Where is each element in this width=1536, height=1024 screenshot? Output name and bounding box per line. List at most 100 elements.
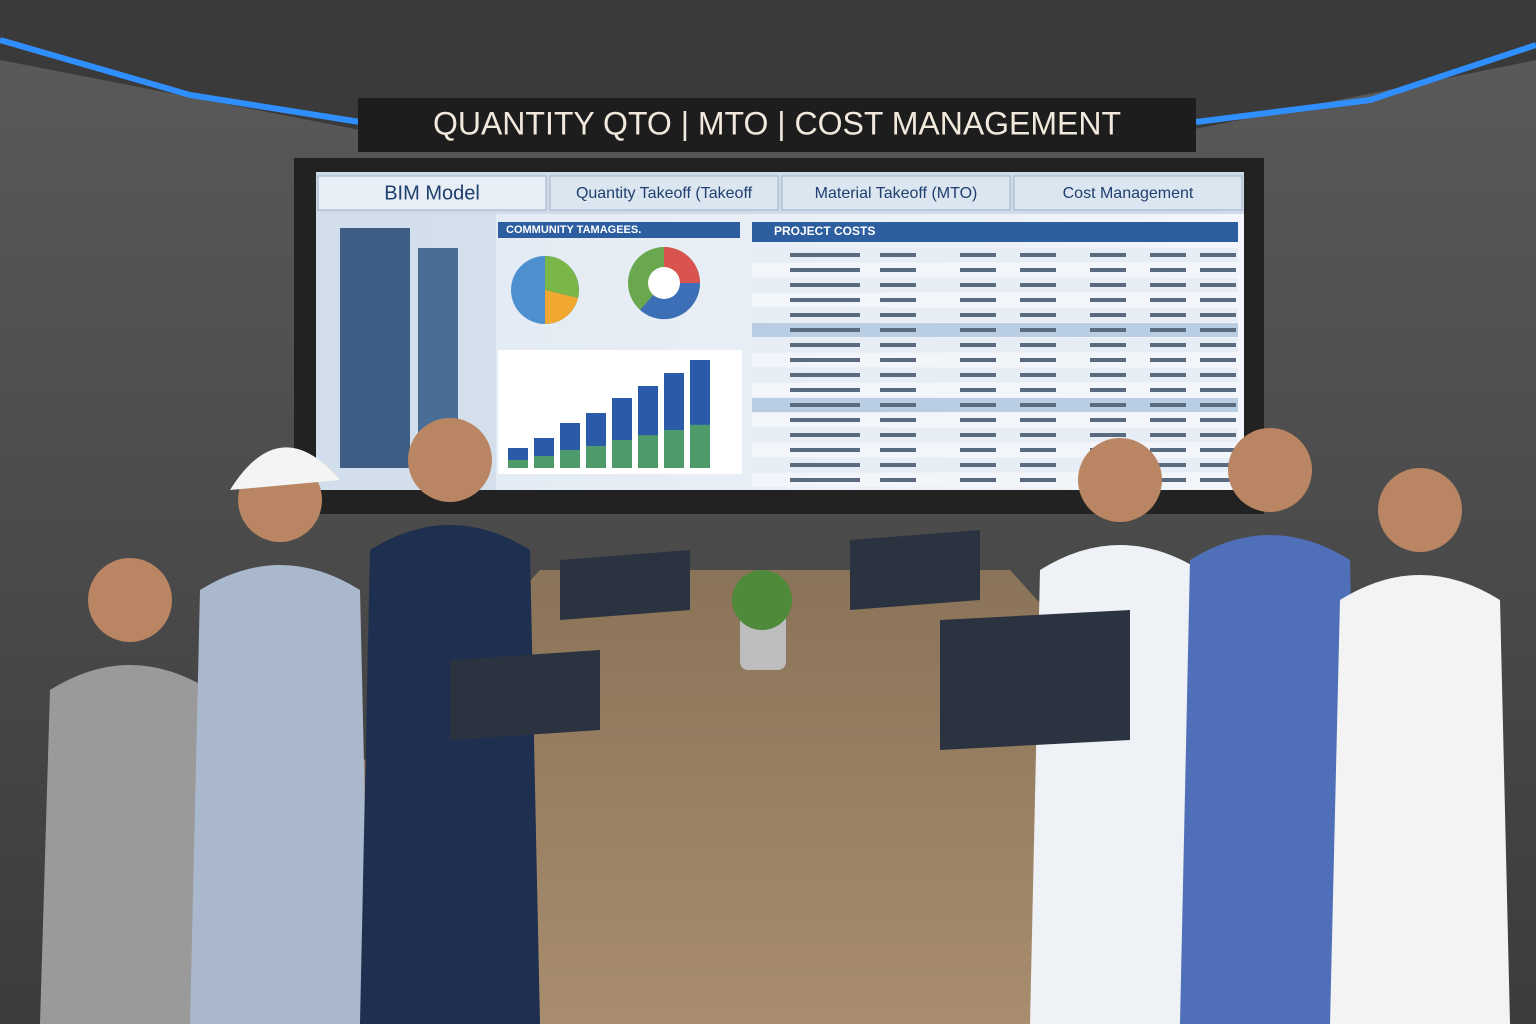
cell-text: [880, 433, 916, 437]
cell-text: [790, 343, 860, 347]
bar-chart: [498, 350, 742, 474]
cell-text: [1020, 403, 1056, 407]
pie-slice: [545, 290, 578, 324]
cell-text: [880, 253, 916, 257]
cell-text: [1020, 328, 1056, 332]
led-strip: [1195, 42, 1536, 125]
cell-text: [1020, 298, 1056, 302]
pie-slice: [545, 256, 579, 298]
plant: [732, 570, 792, 630]
person-head: [1378, 468, 1462, 552]
cell-text: [960, 298, 996, 302]
cell-text: [1020, 388, 1056, 392]
cell-text: [1200, 373, 1236, 377]
cell-text: [880, 268, 916, 272]
tab: [1013, 175, 1243, 211]
cell-text: [1020, 433, 1056, 437]
donut-hole: [648, 267, 680, 299]
people: [40, 418, 1510, 1024]
cell-text: [1150, 403, 1186, 407]
bar: [612, 440, 632, 468]
cell-text: [1020, 463, 1056, 467]
cell-text: [790, 418, 860, 422]
person-head: [1228, 428, 1312, 512]
person-head: [408, 418, 492, 502]
cell-text: [960, 373, 996, 377]
cell-text: [1200, 283, 1236, 287]
cell-text: [790, 298, 860, 302]
cell-text: [1150, 343, 1186, 347]
cell-text: [960, 283, 996, 287]
cell-text: [790, 433, 860, 437]
cell-text: [1090, 388, 1126, 392]
cell-text: [1150, 478, 1186, 482]
cell-text: [960, 418, 996, 422]
tab: [781, 175, 1011, 211]
cell-text: [790, 388, 860, 392]
person-body: [190, 565, 370, 1024]
person-head: [88, 558, 172, 642]
cell-text: [1090, 418, 1126, 422]
cell-text: [1020, 373, 1056, 377]
cell-text: [880, 328, 916, 332]
cell-text: [960, 253, 996, 257]
cell-text: [1090, 328, 1126, 332]
tab-label: Material Takeoff (MTO): [815, 185, 978, 202]
cell-text: [880, 403, 916, 407]
person-body: [1180, 535, 1360, 1024]
cell-text: [960, 403, 996, 407]
bar: [664, 430, 684, 468]
cell-text: [1020, 448, 1056, 452]
cell-text: [1150, 448, 1186, 452]
cell-text: [1020, 358, 1056, 362]
laptop: [560, 550, 690, 620]
cell-text: [1200, 418, 1236, 422]
bar: [534, 456, 554, 468]
cell-text: [880, 478, 916, 482]
cell-text: [1200, 388, 1236, 392]
building: [340, 228, 410, 468]
cell-text: [880, 358, 916, 362]
cell-text: [790, 358, 860, 362]
cell-text: [1150, 433, 1186, 437]
cell-text: [960, 433, 996, 437]
cell-text: [960, 268, 996, 272]
tab-label: Cost Management: [1063, 185, 1194, 202]
donut-slice: [640, 283, 701, 320]
cell-text: [960, 463, 996, 467]
cell-text: [1150, 373, 1186, 377]
cell-text: [960, 313, 996, 317]
cell-text: [790, 403, 860, 407]
cell-text: [960, 388, 996, 392]
cell-text: [960, 478, 996, 482]
laptop: [450, 650, 600, 740]
bar: [690, 424, 710, 468]
cell-text: [790, 283, 860, 287]
cell-text: [880, 343, 916, 347]
panel-title: COMMUNITY TAMAGEES.: [506, 224, 641, 236]
cell-text: [1150, 268, 1186, 272]
cell-text: [1090, 283, 1126, 287]
tab: [317, 175, 547, 211]
cell-text: [880, 283, 916, 287]
cell-text: [880, 448, 916, 452]
tab-label: Quantity Takeoff (Takeoff: [576, 185, 753, 202]
cell-text: [1200, 403, 1236, 407]
sign-board: [358, 98, 1196, 152]
panel-title: PROJECT COSTS: [774, 224, 875, 238]
sign-title: QUANTITY QTO | MTO | COST MANAGEMENT: [433, 105, 1121, 141]
bar: [508, 460, 528, 468]
cell-text: [1020, 478, 1056, 482]
cell-text: [1150, 418, 1186, 422]
hard-hat: [230, 447, 340, 490]
person-body: [40, 665, 220, 1024]
cell-text: [1200, 478, 1236, 482]
cell-text: [1200, 298, 1236, 302]
tabs: BIM Model Quantity Takeoff (Takeoff Materi…: [317, 175, 1243, 211]
cell-text: [1020, 343, 1056, 347]
laptop: [940, 610, 1130, 750]
cell-text: [1150, 253, 1186, 257]
bar: [560, 450, 580, 468]
